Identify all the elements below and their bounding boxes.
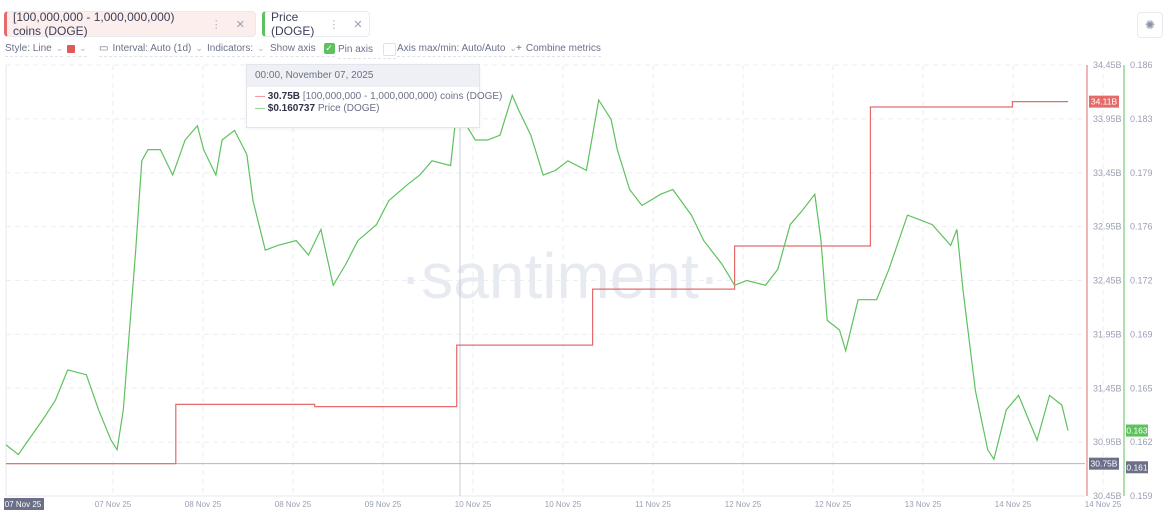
close-icon[interactable]: ✕ xyxy=(353,18,363,31)
right-axis-tick: 0.162 xyxy=(1130,437,1153,447)
axis-maxmin-dropdown[interactable]: Axis max/min: Auto/Auto ⌄ xyxy=(397,43,517,57)
x-axis-tick: 12 Nov 25 xyxy=(815,500,852,509)
gear-icon: ✺ xyxy=(1144,18,1156,32)
x-axis-highlight xyxy=(4,498,44,510)
metric-label: [100,000,000 - 1,000,000,000) coins (DOG… xyxy=(13,10,175,38)
watermark: ·santiment· xyxy=(400,240,720,312)
chevron-down-icon: ⌄ xyxy=(79,43,87,53)
pin-axis-toggle[interactable]: Pin axis xyxy=(338,43,397,59)
plus-icon: + xyxy=(516,43,522,54)
style-dropdown[interactable]: Style: Line ⌄ xyxy=(5,43,64,57)
tooltip-value: 30.75B xyxy=(267,91,301,102)
left-axis-tick: 31.95B xyxy=(1093,329,1122,339)
chevron-down-icon: ⌄ xyxy=(55,43,64,53)
x-axis-tick: 11 Nov 25 xyxy=(635,500,671,509)
right-axis-tick: 0.186 xyxy=(1130,60,1153,70)
chevron-down-icon: ⌄ xyxy=(195,43,203,53)
tooltip-value: $0.160737 xyxy=(267,103,316,114)
left-axis-tick: 31.45B xyxy=(1093,383,1122,393)
pin-axis-checkbox[interactable] xyxy=(383,43,397,56)
combine-metrics-button[interactable]: + Combine metrics xyxy=(516,43,601,57)
indicators-label: Indicators: xyxy=(207,43,254,54)
x-axis-tick: 09 Nov 25 xyxy=(365,500,402,509)
right-axis-tick: 0.159 xyxy=(1130,491,1153,501)
calendar-icon: ▭ xyxy=(99,43,109,54)
axis-value-badge xyxy=(1089,95,1119,108)
interval-label: Interval: Auto (1d) xyxy=(112,43,192,54)
left-axis-tick: 32.95B xyxy=(1093,222,1122,232)
left-axis-tick: 30.45B xyxy=(1093,491,1122,501)
x-axis-tick: 08 Nov 25 xyxy=(185,500,222,509)
chevron-down-icon: ⌄ xyxy=(257,43,265,53)
tooltip-row: — 30.75B [100,000,000 - 1,000,000,000) c… xyxy=(255,91,503,102)
left-axis-tick: 33.95B xyxy=(1093,114,1122,124)
vertical-dots-icon[interactable]: ⋮ xyxy=(328,18,340,31)
x-axis-tick: 10 Nov 25 xyxy=(545,500,582,509)
axis-value-badge xyxy=(1126,461,1148,474)
vertical-dots-icon[interactable]: ⋮ xyxy=(210,18,222,31)
chevron-down-icon: ⌄ xyxy=(509,43,517,53)
right-axis-tick: 0.183 xyxy=(1130,114,1153,124)
right-axis-tick: 0.172 xyxy=(1130,276,1153,286)
close-icon[interactable]: ✕ xyxy=(235,18,245,31)
color-swatch xyxy=(67,44,75,53)
axis-value-badge-text: 0.161 xyxy=(1126,462,1148,472)
tooltip-label: Price (DOGE) xyxy=(317,103,380,114)
right-axis-tick: 0.165 xyxy=(1130,383,1153,393)
color-dropdown[interactable]: ⌄ xyxy=(67,43,87,57)
axis-value-badge xyxy=(1126,424,1148,437)
metric-label: Price (DOGE) xyxy=(271,10,315,38)
x-axis-tick: 14 Nov 25 xyxy=(995,500,1032,509)
left-axis-tick: 30.95B xyxy=(1093,437,1122,447)
x-axis-tick: 07 Nov 25 xyxy=(95,500,132,509)
x-axis-tick: 10 Nov 25 xyxy=(455,500,492,509)
x-axis-tick: 13 Nov 25 xyxy=(905,500,942,509)
x-axis-tick: 08 Nov 25 xyxy=(275,500,312,509)
right-axis-tick: 0.179 xyxy=(1130,168,1153,178)
series-line-price xyxy=(5,93,1069,461)
tooltip-date: 00:00, November 07, 2025 xyxy=(247,65,479,87)
left-axis-tick: 34.45B xyxy=(1093,60,1122,70)
series-line-supply xyxy=(6,101,1068,465)
tooltip-row: — $0.160737 Price (DOGE) xyxy=(255,103,380,114)
x-axis-tick: 07 Nov 25 xyxy=(5,500,42,509)
left-axis-tick: 32.45B xyxy=(1093,276,1122,286)
axis-value-badge xyxy=(1089,457,1119,470)
axis-maxmin-label: Axis max/min: Auto/Auto xyxy=(397,43,506,54)
tooltip: 00:00, November 07, 2025 — 30.75B [100,0… xyxy=(246,64,503,128)
axis-value-badge-text: 0.163 xyxy=(1126,426,1148,436)
right-axis-tick: 0.176 xyxy=(1130,222,1153,232)
tooltip-label: [100,000,000 - 1,000,000,000) coins (DOG… xyxy=(302,91,503,102)
metric-chip-price[interactable]: Price (DOGE) ⋮ ✕ xyxy=(262,10,370,38)
x-axis-tick: 12 Nov 25 xyxy=(725,500,762,509)
show-axis-label: Show axis xyxy=(270,43,316,54)
settings-button[interactable]: ✺ xyxy=(1137,12,1163,38)
left-axis-tick: 33.45B xyxy=(1093,168,1122,178)
show-axis-toggle[interactable]: Show axis ✓ xyxy=(270,43,335,57)
metric-chip-supply[interactable]: [100,000,000 - 1,000,000,000) coins (DOG… xyxy=(4,10,256,38)
indicators-dropdown[interactable]: Indicators: ⌄ xyxy=(207,43,265,57)
combine-label: Combine metrics xyxy=(525,43,601,54)
style-label: Style: Line xyxy=(5,43,52,54)
axis-value-badge-text: 34.11B xyxy=(1091,97,1118,107)
x-axis-tick: 14 Nov 25 xyxy=(1085,500,1122,509)
right-axis-tick: 0.169 xyxy=(1130,329,1153,339)
pin-axis-label: Pin axis xyxy=(338,44,374,55)
axis-value-badge-text: 30.75B xyxy=(1091,459,1118,469)
interval-dropdown[interactable]: ▭ Interval: Auto (1d) ⌄ xyxy=(99,43,203,57)
show-axis-checkbox[interactable]: ✓ xyxy=(323,43,335,54)
